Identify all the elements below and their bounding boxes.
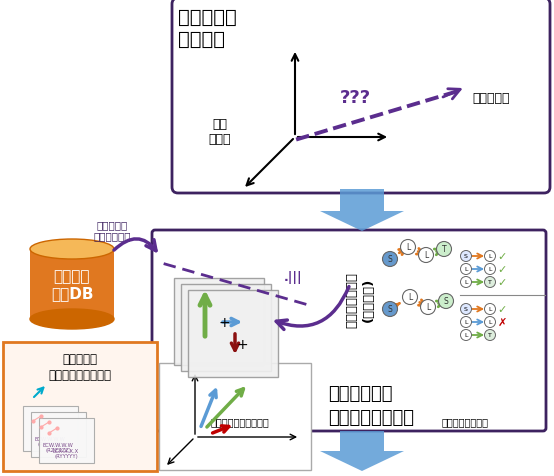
Text: ECX.X.X.X
(RYYYYY): ECX.X.X.X (RYYYYY)	[53, 447, 79, 458]
Text: 段階的に最適化
(進化計算): 段階的に最適化 (進化計算)	[346, 271, 375, 327]
Text: 起点
化合物: 起点 化合物	[209, 118, 231, 146]
Text: ランダムに
サンプリング: ランダムに サンプリング	[93, 219, 131, 241]
Text: ✓: ✓	[497, 265, 507, 275]
Text: ✓: ✓	[497, 251, 507, 261]
FancyBboxPatch shape	[181, 284, 271, 371]
Text: L: L	[406, 243, 410, 252]
Text: 反応妥当性を評価: 反応妥当性を評価	[442, 416, 489, 426]
Text: L: L	[488, 254, 492, 259]
Text: 生合成経路
探索問題: 生合成経路 探索問題	[178, 8, 237, 49]
Text: ✓: ✓	[497, 278, 507, 288]
Circle shape	[485, 277, 495, 288]
Text: T: T	[488, 280, 492, 285]
Text: L: L	[488, 267, 492, 272]
Text: +: +	[236, 337, 248, 351]
FancyBboxPatch shape	[23, 406, 78, 451]
Text: ✓: ✓	[497, 304, 507, 314]
Circle shape	[460, 317, 471, 328]
FancyBboxPatch shape	[3, 342, 157, 471]
Circle shape	[382, 252, 398, 267]
Text: 目的化合物: 目的化合物	[473, 91, 510, 104]
FancyBboxPatch shape	[174, 278, 264, 365]
Text: .|||: .|||	[284, 271, 302, 284]
Text: 酵素反応を
ベクトル化して蓄積: 酵素反応を ベクトル化して蓄積	[49, 352, 111, 381]
Text: S: S	[388, 255, 392, 264]
Text: S: S	[388, 305, 392, 314]
Text: L: L	[464, 280, 468, 285]
Circle shape	[460, 251, 471, 262]
Text: +: +	[218, 315, 230, 329]
Circle shape	[485, 317, 495, 328]
Circle shape	[382, 302, 398, 317]
Text: L: L	[464, 320, 468, 325]
Text: L: L	[488, 307, 492, 312]
Ellipse shape	[30, 309, 114, 329]
Circle shape	[420, 300, 435, 315]
FancyBboxPatch shape	[172, 0, 550, 194]
Circle shape	[460, 277, 471, 288]
Text: L: L	[424, 251, 428, 260]
FancyBboxPatch shape	[30, 249, 114, 319]
Text: 代謝経路の候補を生成: 代謝経路の候補を生成	[211, 416, 269, 426]
Text: ECW.W.W.W
(RZZZZZ): ECW.W.W.W (RZZZZZ)	[34, 436, 65, 446]
Circle shape	[460, 264, 471, 275]
Text: 実現性の高い
生合成経路を予測: 実現性の高い 生合成経路を予測	[328, 384, 414, 426]
Circle shape	[460, 330, 471, 341]
Polygon shape	[320, 431, 404, 471]
Text: T: T	[442, 245, 447, 254]
Circle shape	[460, 304, 471, 315]
FancyBboxPatch shape	[159, 363, 311, 470]
Text: L: L	[464, 333, 468, 338]
FancyBboxPatch shape	[152, 230, 546, 431]
Circle shape	[439, 294, 454, 309]
Circle shape	[437, 242, 452, 257]
Text: L: L	[426, 303, 430, 312]
FancyBboxPatch shape	[39, 418, 94, 463]
Circle shape	[485, 264, 495, 275]
Circle shape	[401, 240, 416, 255]
Ellipse shape	[30, 239, 114, 259]
FancyBboxPatch shape	[188, 290, 278, 377]
Circle shape	[485, 251, 495, 262]
Circle shape	[403, 290, 418, 305]
Polygon shape	[320, 189, 404, 231]
Text: L: L	[464, 267, 468, 272]
Text: ECW.W.W.W
(RZZZZZ): ECW.W.W.W (RZZZZZ)	[43, 442, 74, 453]
Text: L: L	[488, 320, 492, 325]
Text: T: T	[488, 333, 492, 338]
Text: 酵素反応
特徴DB: 酵素反応 特徴DB	[51, 268, 93, 300]
Text: ✗: ✗	[497, 317, 507, 327]
Text: S: S	[464, 254, 468, 259]
Circle shape	[418, 248, 433, 263]
Circle shape	[485, 304, 495, 315]
FancyBboxPatch shape	[31, 412, 86, 457]
Text: ???: ???	[340, 89, 371, 107]
Circle shape	[485, 330, 495, 341]
Text: S: S	[464, 307, 468, 312]
Text: L: L	[408, 293, 412, 302]
Text: S: S	[444, 297, 448, 306]
